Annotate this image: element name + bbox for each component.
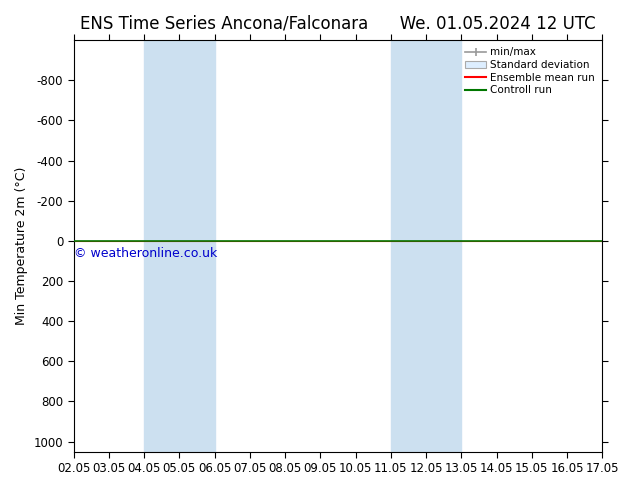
Text: © weatheronline.co.uk: © weatheronline.co.uk <box>74 247 217 260</box>
Title: ENS Time Series Ancona/Falconara      We. 01.05.2024 12 UTC: ENS Time Series Ancona/Falconara We. 01.… <box>80 15 596 33</box>
Bar <box>144 40 214 452</box>
Bar <box>391 40 462 452</box>
Y-axis label: Min Temperature 2m (°C): Min Temperature 2m (°C) <box>15 167 28 325</box>
Legend: min/max, Standard deviation, Ensemble mean run, Controll run: min/max, Standard deviation, Ensemble me… <box>461 43 599 99</box>
